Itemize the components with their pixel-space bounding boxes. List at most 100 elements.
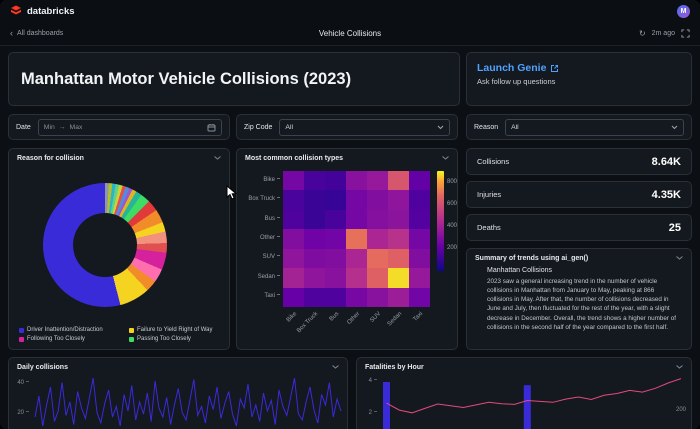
date-range-input[interactable]: Min → Max	[37, 118, 222, 136]
left-y-axis-tick: 2	[361, 410, 377, 416]
heatmap-cell[interactable]	[409, 171, 431, 191]
launch-genie-label: Launch Genie	[477, 62, 547, 74]
legend-item[interactable]: Following Too Closely	[19, 336, 123, 342]
heatmap-plot[interactable]	[283, 171, 431, 308]
heatmap-cell[interactable]	[304, 248, 326, 269]
last-updated: 2m ago	[651, 30, 675, 37]
heatmap-cell[interactable]	[388, 190, 410, 211]
legend-item[interactable]: Driver Inattention/Distraction	[19, 327, 123, 333]
legend-item[interactable]: Passing Too Closely	[129, 336, 227, 342]
legend-swatch	[129, 327, 134, 333]
expand-chart-icon[interactable]	[213, 155, 222, 161]
heatmap-cell[interactable]	[325, 171, 347, 191]
expand-chart-icon[interactable]	[441, 155, 450, 161]
heatmap-cell[interactable]	[409, 248, 431, 269]
heatmap-col-label: Sedan	[386, 311, 403, 328]
heatmap-cell[interactable]	[367, 229, 389, 250]
brand[interactable]: databricks	[10, 5, 75, 17]
heatmap-cell[interactable]	[367, 268, 389, 288]
heatmap-col-label: Bus	[328, 311, 340, 323]
heatmap-cell[interactable]	[283, 248, 305, 269]
heatmap-cell[interactable]	[325, 287, 347, 308]
heatmap-cell[interactable]	[388, 248, 410, 269]
heatmap-cell[interactable]	[388, 287, 410, 308]
arrow-right-icon: →	[58, 123, 66, 131]
heatmap-cell[interactable]	[388, 171, 410, 191]
heatmap-cell[interactable]	[346, 209, 368, 230]
user-avatar[interactable]: M	[677, 4, 690, 18]
zip-code-select[interactable]: All	[279, 118, 450, 136]
heatmap-cell[interactable]	[367, 248, 389, 269]
summary-heading: Manhattan Collisions	[487, 267, 552, 274]
heatmap-row-label: Bus	[238, 216, 280, 222]
legend-label: Failure to Yield Right of Way	[137, 327, 213, 333]
heatmap-cell[interactable]	[367, 190, 389, 211]
expand-chart-icon[interactable]	[675, 364, 684, 370]
kpi-deaths: Deaths 25	[466, 214, 692, 241]
genie-subtitle: Ask follow up questions	[477, 77, 556, 86]
dashboard-name: Vehicle Collisions	[318, 29, 382, 38]
heatmap-cell[interactable]	[409, 268, 431, 288]
summary-title: Summary of trends using ai_gen()	[475, 255, 589, 262]
page-title: Manhattan Motor Vehicle Collisions (2023…	[21, 69, 352, 88]
calendar-icon[interactable]	[207, 123, 216, 132]
heatmap-cell[interactable]	[388, 209, 410, 230]
heatmap-cell[interactable]	[304, 209, 326, 230]
heatmap-cell[interactable]	[304, 287, 326, 308]
launch-genie-link[interactable]: Launch Genie	[477, 62, 681, 74]
colorbar-tick: 600	[447, 200, 458, 207]
heatmap-cell[interactable]	[346, 268, 368, 288]
heatmap-cell[interactable]	[346, 171, 368, 191]
heatmap-cell[interactable]	[346, 190, 368, 211]
heatmap-cell[interactable]	[304, 268, 326, 288]
heatmap-cell[interactable]	[283, 229, 305, 250]
chevron-down-icon	[437, 125, 444, 129]
heatmap-cell[interactable]	[304, 190, 326, 211]
chart-title: Daily collisions	[17, 364, 68, 371]
kpi-label: Collisions	[477, 157, 510, 166]
heatmap-col-label: Bike	[285, 311, 298, 324]
heatmap-cell[interactable]	[283, 209, 305, 230]
heatmap-cell[interactable]	[388, 229, 410, 250]
heatmap-cell[interactable]	[283, 190, 305, 211]
daily-collisions-chart[interactable]	[9, 374, 347, 429]
fullscreen-icon[interactable]	[681, 29, 690, 38]
heatmap-cell[interactable]	[346, 248, 368, 269]
heatmap-cell[interactable]	[409, 229, 431, 250]
fatalities-by-hour-chart[interactable]	[357, 374, 691, 429]
heatmap-cell[interactable]	[283, 268, 305, 288]
heatmap-cell[interactable]	[388, 268, 410, 288]
y-axis-tick: 40	[13, 380, 29, 386]
back-chevron-icon: ‹	[10, 28, 13, 38]
heatmap-row-label: Box Truck	[238, 196, 280, 202]
heatmap-cell[interactable]	[325, 229, 347, 250]
heatmap-cell[interactable]	[409, 209, 431, 230]
topbar: databricks M	[0, 0, 700, 22]
expand-chart-icon[interactable]	[675, 255, 684, 261]
heatmap-cell[interactable]	[367, 171, 389, 191]
legend-item[interactable]: Failure to Yield Right of Way	[129, 327, 227, 333]
heatmap-cell[interactable]	[409, 287, 431, 308]
heatmap-cell[interactable]	[283, 287, 305, 308]
heatmap-cell[interactable]	[325, 248, 347, 269]
heatmap-cell[interactable]	[367, 209, 389, 230]
heatmap-cell[interactable]	[346, 229, 368, 250]
heatmap-cell[interactable]	[346, 287, 368, 308]
heatmap-cell[interactable]	[304, 171, 326, 191]
reason-select[interactable]: All	[505, 118, 684, 136]
expand-chart-icon[interactable]	[331, 364, 340, 370]
heatmap-cell[interactable]	[283, 171, 305, 191]
summary-card: Summary of trends using ai_gen() Manhatt…	[466, 248, 692, 350]
heatmap-cell[interactable]	[409, 190, 431, 211]
back-link[interactable]: ‹ All dashboards	[10, 29, 63, 38]
heatmap-cell[interactable]	[367, 287, 389, 308]
heatmap-cell[interactable]	[325, 209, 347, 230]
refresh-icon[interactable]: ↻	[638, 29, 646, 38]
donut-legend: Driver Inattention/Distraction Failure to…	[19, 327, 227, 342]
colorbar-tick: 200	[447, 245, 458, 252]
donut-chart[interactable]	[43, 183, 167, 307]
heatmap-cell[interactable]	[325, 190, 347, 211]
legend-label: Following Too Closely	[27, 336, 85, 342]
heatmap-cell[interactable]	[325, 268, 347, 288]
heatmap-cell[interactable]	[304, 229, 326, 250]
